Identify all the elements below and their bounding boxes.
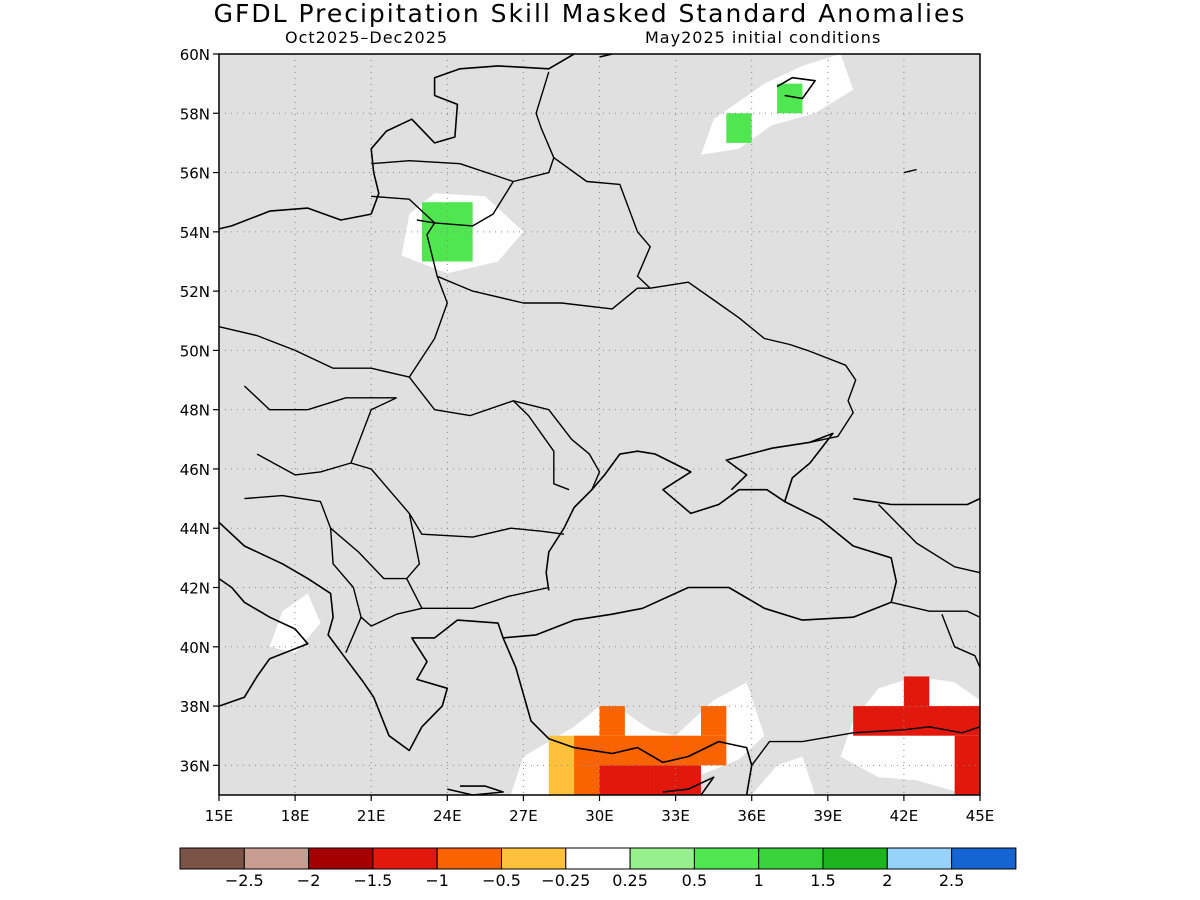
country-border <box>512 400 570 491</box>
colorbar-label: 0.25 <box>612 871 648 890</box>
country-border <box>878 504 981 574</box>
colorbar-label: 1.5 <box>810 871 835 890</box>
lat-tick-label: 54N <box>180 224 210 242</box>
anomaly-box <box>599 765 651 795</box>
lon-tick-label: 39E <box>814 807 843 825</box>
lat-tick-label: 38N <box>180 698 210 716</box>
country-borders <box>218 71 981 766</box>
colorbar-swatch <box>372 847 438 870</box>
lon-tick-label: 24E <box>433 807 462 825</box>
country-border <box>434 71 555 227</box>
coastline <box>776 76 816 100</box>
colorbar-label: −1 <box>425 871 449 890</box>
lat-tick-label: 48N <box>180 402 210 420</box>
colorbar-swatch <box>179 847 245 870</box>
lat-tick-label: 58N <box>180 105 210 123</box>
country-border <box>371 159 514 183</box>
anomaly-box <box>726 113 752 143</box>
country-border <box>903 168 917 174</box>
colorbar-swatch <box>886 847 953 870</box>
country-border <box>350 397 565 538</box>
colorbar-label: −2.5 <box>225 871 264 890</box>
coastline <box>502 637 753 796</box>
lon-tick-label: 27E <box>509 807 538 825</box>
anomaly-box <box>853 706 980 736</box>
coastline <box>218 577 309 707</box>
lon-tick-label: 30E <box>585 807 614 825</box>
coastline <box>447 785 504 796</box>
lon-tick-label: 15E <box>205 807 234 825</box>
coastline <box>370 53 575 215</box>
lat-tick-label: 50N <box>180 342 210 360</box>
axis-ticks: 15E 18E 21E 24E 27E 30E 33E 36E 39E 42E 45E 36N 38N 4… <box>180 46 995 825</box>
country-border <box>371 195 436 224</box>
country-border <box>891 601 981 618</box>
colorbar-swatch <box>951 847 1017 870</box>
lat-tick-label: 56N <box>180 165 210 183</box>
anomaly-box <box>954 735 980 795</box>
colorbar-swatch <box>501 847 567 870</box>
colorbar-label: −1.5 <box>353 871 392 890</box>
colorbar-swatch <box>693 847 760 870</box>
forecast-period: Oct2025–Dec2025 <box>285 28 449 47</box>
coastline <box>662 776 715 796</box>
colorbar-swatch <box>436 847 503 870</box>
lon-tick-label: 36E <box>737 807 766 825</box>
colorbar-label: −0.5 <box>482 871 521 890</box>
lon-tick-label: 18E <box>281 807 310 825</box>
colorbar-label: 2 <box>882 871 892 890</box>
lat-tick-label: 52N <box>180 283 210 301</box>
lon-tick-label: 42E <box>890 807 919 825</box>
country-border <box>408 376 601 490</box>
initial-conditions: May2025 initial conditions <box>645 28 882 47</box>
colorbar-label: 2.5 <box>939 871 964 890</box>
colorbar-swatch <box>822 847 888 870</box>
colorbar-legend: −2.5 −2 −1.5 −1 −0.5 −0.25 0.25 0.5 1 1.5 2 2.5 <box>179 847 1017 890</box>
country-border <box>243 385 397 411</box>
grid-lines <box>219 54 980 795</box>
colorbar-swatch <box>565 847 631 870</box>
lon-tick-label: 33E <box>661 807 690 825</box>
country-border <box>553 157 857 443</box>
anomaly-box <box>599 706 625 736</box>
country-border <box>345 616 362 653</box>
anomaly-box <box>903 676 930 707</box>
country-border <box>436 275 651 310</box>
lon-tick-label: 21E <box>357 807 386 825</box>
coastline <box>853 497 981 506</box>
lat-tick-label: 46N <box>180 461 210 479</box>
coastline <box>218 207 372 230</box>
colorbar-swatch <box>243 847 310 870</box>
country-border <box>941 613 981 668</box>
lat-tick-label: 36N <box>180 757 210 775</box>
country-border <box>751 726 981 766</box>
masked-background <box>219 54 980 795</box>
colorbar-swatch <box>308 847 374 870</box>
colorbar-label: 0.5 <box>682 871 707 890</box>
colorbar-label: 1 <box>754 871 764 890</box>
masked-region <box>219 54 980 795</box>
lat-tick-label: 42N <box>180 580 210 598</box>
colorbar-swatch <box>758 847 824 870</box>
lon-tick-label: 45E <box>966 807 995 825</box>
country-border <box>256 453 352 476</box>
lat-tick-label: 44N <box>180 520 210 538</box>
lat-tick-label: 40N <box>180 639 210 657</box>
colorbar-label: −2 <box>297 871 321 890</box>
white-region <box>269 593 321 653</box>
country-border <box>330 527 407 580</box>
colorbar-swatch <box>629 847 695 870</box>
country-border <box>244 494 423 627</box>
colorbar-label: −0.25 <box>541 871 590 890</box>
anomaly-box <box>700 706 727 736</box>
coastlines <box>218 53 981 796</box>
lat-tick-label: 60N <box>180 46 210 64</box>
white-region <box>751 756 816 795</box>
map-title: GFDL Precipitation Skill Masked Standard… <box>213 0 967 28</box>
country-border <box>218 219 448 378</box>
coastline <box>218 450 898 752</box>
